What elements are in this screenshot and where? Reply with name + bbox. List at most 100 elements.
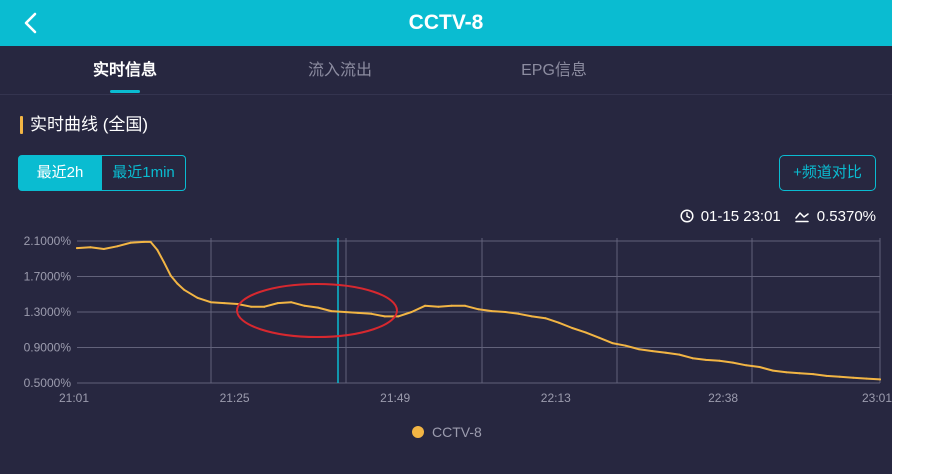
- back-button[interactable]: [18, 8, 44, 38]
- data-point: [664, 351, 667, 354]
- data-point: [196, 296, 199, 299]
- data-point: [798, 372, 801, 375]
- horizontal-grid: [77, 240, 880, 384]
- data-point: [223, 302, 226, 305]
- y-tick-label: 1.3000%: [24, 305, 72, 319]
- data-point: [624, 344, 627, 347]
- data-point: [691, 357, 694, 360]
- data-point: [410, 311, 413, 313]
- x-tick-label: 22:13: [541, 391, 571, 405]
- data-point: [89, 246, 92, 249]
- y-tick-label: 0.9000%: [24, 341, 72, 355]
- data-point: [370, 312, 373, 315]
- range-1min-button[interactable]: 最近1min: [102, 155, 186, 191]
- legend-item[interactable]: CCTV-8: [412, 424, 482, 440]
- data-point: [383, 315, 386, 318]
- realtime-line-chart[interactable]: 0.5000% 0.9000% 1.3000% 1.7000% 2.1000% 21:0…: [0, 228, 893, 460]
- data-point: [825, 374, 828, 377]
- data-point: [745, 364, 748, 367]
- data-point: [424, 304, 426, 307]
- x-tick-label: 23:01: [862, 391, 892, 405]
- y-tick-label: 0.5000%: [24, 376, 72, 390]
- data-point: [250, 305, 252, 308]
- data-point: [638, 348, 641, 351]
- x-tick-label: 21:25: [220, 391, 250, 405]
- tab-inflow-outflow[interactable]: 流入流出: [307, 62, 372, 79]
- channel-compare-button[interactable]: +频道对比: [779, 155, 876, 191]
- data-point: [651, 350, 654, 353]
- latest-readout: 01-15 23:01 0.5370%: [680, 206, 876, 226]
- data-point: [176, 282, 179, 285]
- chevron-left-icon: [24, 12, 37, 34]
- data-point: [812, 373, 815, 376]
- data-point: [771, 369, 774, 372]
- legend-dot: [412, 426, 424, 438]
- data-point: [477, 308, 480, 311]
- data-point: [544, 317, 547, 320]
- data-point: [852, 376, 855, 379]
- data-point: [865, 377, 868, 380]
- data-point: [303, 304, 306, 307]
- data-point: [879, 378, 881, 381]
- data-point: [705, 358, 707, 361]
- data-point: [450, 304, 453, 307]
- data-point: [571, 327, 574, 329]
- x-axis-labels: 21:01 21:25 21:49 22:13 22:38 23:01: [59, 391, 892, 405]
- data-point: [598, 336, 600, 339]
- app-screen: CCTV-8 实时信息 流入流出 EPG信息 实时曲线 (全国) 最近2h 最近…: [0, 0, 892, 474]
- series-line-cctv-8: [76, 240, 881, 381]
- range-2h-button[interactable]: 最近2h: [18, 155, 102, 191]
- x-tick-label: 22:38: [708, 391, 738, 405]
- section-title: 实时曲线 (全国): [30, 115, 149, 134]
- data-point: [290, 301, 293, 304]
- clock-icon: [680, 209, 694, 223]
- tabs-divider: [0, 94, 892, 95]
- readout-value: 0.5370%: [816, 207, 876, 225]
- data-point: [102, 248, 105, 250]
- data-point: [504, 311, 507, 313]
- top-app-bar: CCTV-8: [0, 0, 892, 46]
- tab-epg-info[interactable]: EPG信息: [521, 62, 587, 79]
- data-point: [437, 305, 440, 308]
- data-point: [163, 261, 165, 264]
- data-point: [731, 361, 734, 364]
- y-tick-label: 1.7000%: [24, 270, 72, 284]
- data-point: [169, 274, 172, 277]
- data-point: [149, 240, 152, 243]
- data-point: [116, 245, 119, 248]
- page-title: CCTV-8: [408, 11, 484, 34]
- data-point: [183, 288, 186, 291]
- data-point: [209, 301, 212, 304]
- data-point: [678, 353, 681, 356]
- range-toggle-group: 最近2h 最近1min: [18, 155, 186, 191]
- data-point: [316, 306, 319, 309]
- readout-time: 01-15 23:01: [700, 207, 781, 225]
- series-group: [76, 240, 881, 381]
- data-point: [343, 311, 346, 313]
- x-tick-label: 21:49: [380, 391, 410, 405]
- data-point: [357, 311, 359, 314]
- data-point: [76, 247, 78, 250]
- data-point: [397, 315, 400, 318]
- legend-label: CCTV-8: [432, 424, 482, 440]
- y-tick-label: 2.1000%: [24, 234, 72, 248]
- data-point: [129, 241, 132, 244]
- data-point: [531, 315, 533, 318]
- data-point: [156, 248, 159, 251]
- data-point: [276, 302, 279, 305]
- data-point: [464, 304, 467, 307]
- data-point: [838, 375, 841, 378]
- data-point: [758, 366, 761, 368]
- data-point: [330, 310, 333, 313]
- tab-realtime-info[interactable]: 实时信息: [92, 62, 157, 79]
- data-point: [490, 310, 493, 313]
- y-axis-labels: 0.5000% 0.9000% 1.3000% 1.7000% 2.1000%: [24, 234, 72, 390]
- data-point: [785, 371, 788, 374]
- x-tick-label: 21:01: [59, 391, 89, 405]
- data-point: [517, 312, 520, 315]
- data-point: [263, 305, 266, 308]
- data-point: [584, 331, 587, 334]
- vertical-grid: [210, 238, 881, 383]
- data-point: [611, 342, 614, 345]
- data-point: [142, 240, 145, 243]
